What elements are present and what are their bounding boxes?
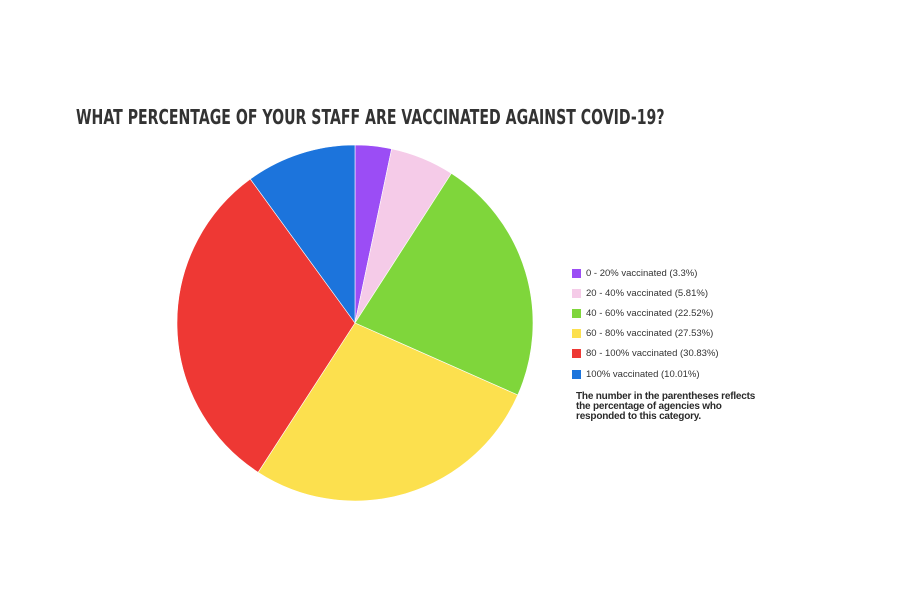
chart-title: WHAT PERCENTAGE OF YOUR STAFF ARE VACCIN… [76,105,665,129]
legend-swatch-icon [572,288,581,298]
legend-item: 20 - 40% vaccinated (5.81%) [572,283,719,303]
legend-item: 80 - 100% vaccinated (30.83%) [572,344,719,364]
chart-legend: 0 - 20% vaccinated (3.3%) 20 - 40% vacci… [572,263,719,384]
pie-slice [249,144,356,324]
legend-swatch-icon [572,329,581,339]
legend-label: 40 - 60% vaccinated (22.52%) [586,307,714,319]
chart-note: The number in the parentheses reflects t… [576,391,756,422]
legend-label: 0 - 20% vaccinated (3.3%) [586,267,698,279]
legend-label: 20 - 40% vaccinated (5.81%) [586,287,708,299]
legend-swatch-icon [572,308,581,318]
pie-slice [176,178,356,473]
legend-item: 100% vaccinated (10.01%) [572,364,719,384]
legend-item: 0 - 20% vaccinated (3.3%) [572,263,719,283]
pie-slice [257,322,519,502]
legend-item: 40 - 60% vaccinated (22.52%) [572,303,719,323]
legend-item: 60 - 80% vaccinated (27.53%) [572,324,719,344]
legend-swatch-icon [572,369,581,379]
legend-label: 100% vaccinated (10.01%) [586,368,700,380]
legend-swatch-icon [572,349,581,359]
legend-label: 80 - 100% vaccinated (30.83%) [586,348,719,360]
legend-label: 60 - 80% vaccinated (27.53%) [586,328,714,340]
legend-swatch-icon [572,268,581,278]
pie-slice [354,172,534,396]
